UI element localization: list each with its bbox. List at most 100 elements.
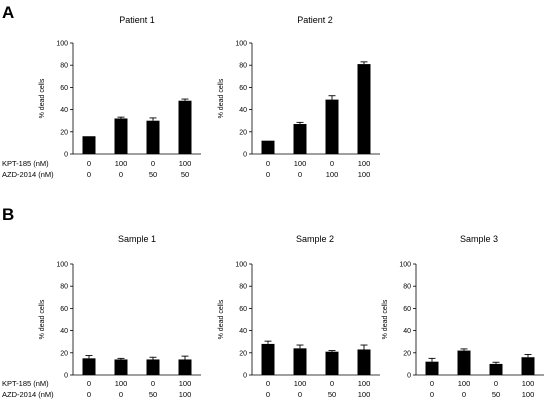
bar: [178, 359, 192, 375]
kpt-row-label: KPT-185 (nM): [2, 379, 49, 388]
bar-chart: Sample 2 % dead cells 0 20 40 60 80 100 0 0 100 0 0 5…: [218, 234, 380, 399]
azd-dose-label: 50: [328, 390, 336, 399]
azd-dose-label: 0: [87, 390, 91, 399]
azd-dose-label: 0: [462, 390, 466, 399]
bar-chart: Sample 3 % dead cells 0 20 40 60 80 100 0 0 100 0 0 5…: [382, 234, 544, 399]
kpt-dose-label: 100: [458, 379, 471, 388]
kpt-row-label: KPT-185 (nM): [2, 159, 49, 168]
y-tick-label: 100: [56, 262, 68, 269]
azd-dose-label: 50: [149, 390, 157, 399]
y-tick-label: 60: [60, 306, 68, 313]
y-tick-label: 60: [403, 306, 411, 313]
y-tick-label: 40: [60, 328, 68, 335]
y-tick-label: 0: [64, 373, 68, 380]
y-tick-label: 100: [235, 41, 247, 48]
kpt-dose-label: 0: [266, 159, 270, 168]
bar: [261, 140, 275, 154]
y-tick-label: 0: [407, 373, 411, 380]
bar: [293, 124, 307, 154]
kpt-dose-label: 0: [330, 379, 334, 388]
chart-title: Sample 3: [460, 234, 498, 244]
bar-chart: Sample 1 % dead cells 0 20 40 60 80 100 0 0 100 0 0 5…: [39, 234, 201, 399]
bar: [146, 120, 160, 154]
azd-dose-label: 0: [119, 390, 123, 399]
y-tick-label: 80: [403, 284, 411, 291]
y-axis-label: % dead cells: [39, 78, 46, 118]
bar: [357, 349, 371, 375]
azd-row-label: AZD-2014 (nM): [2, 170, 54, 179]
azd-dose-label: 100: [179, 390, 192, 399]
y-tick-label: 60: [239, 306, 247, 313]
kpt-dose-label: 100: [179, 379, 192, 388]
bar: [325, 351, 339, 375]
bar-chart: Patient 1 % dead cells 0 20 40 60 80 100 0 0 100 0 0…: [39, 15, 201, 179]
y-tick-label: 80: [60, 63, 68, 70]
azd-dose-label: 0: [298, 390, 302, 399]
azd-dose-label: 0: [87, 170, 91, 179]
azd-dose-label: 100: [358, 390, 371, 399]
kpt-dose-label: 100: [115, 159, 128, 168]
azd-dose-label: 0: [430, 390, 434, 399]
kpt-dose-label: 100: [294, 159, 307, 168]
kpt-dose-label: 100: [358, 159, 371, 168]
kpt-dose-label: 0: [151, 379, 155, 388]
bar: [114, 359, 128, 375]
azd-dose-label: 50: [149, 170, 157, 179]
bar: [261, 343, 275, 375]
bar: [82, 136, 96, 154]
bar: [114, 118, 128, 154]
bar: [521, 357, 535, 375]
kpt-dose-label: 0: [151, 159, 155, 168]
azd-row-label: AZD-2014 (nM): [2, 390, 54, 399]
chart-title: Sample 1: [118, 234, 156, 244]
y-tick-label: 40: [239, 107, 247, 114]
y-tick-label: 60: [239, 85, 247, 92]
y-axis-label: % dead cells: [218, 78, 225, 118]
kpt-dose-label: 100: [179, 159, 192, 168]
bar: [425, 361, 439, 375]
kpt-dose-label: 0: [87, 379, 91, 388]
kpt-dose-label: 0: [87, 159, 91, 168]
y-tick-label: 100: [56, 41, 68, 48]
bar: [357, 64, 371, 154]
azd-dose-label: 0: [119, 170, 123, 179]
kpt-dose-label: 0: [430, 379, 434, 388]
azd-dose-label: 0: [266, 170, 270, 179]
bar: [146, 359, 160, 375]
panel-label-b: B: [2, 205, 14, 224]
y-tick-label: 80: [239, 63, 247, 70]
azd-dose-label: 0: [298, 170, 302, 179]
azd-dose-label: 0: [266, 390, 270, 399]
y-tick-label: 40: [60, 107, 68, 114]
y-tick-label: 20: [403, 350, 411, 357]
y-tick-label: 100: [399, 262, 411, 269]
kpt-dose-label: 0: [266, 379, 270, 388]
y-tick-label: 20: [60, 129, 68, 136]
azd-dose-label: 50: [492, 390, 500, 399]
panel-label-a: A: [2, 3, 14, 22]
chart-title: Patient 1: [119, 15, 155, 25]
chart-title: Sample 2: [296, 234, 334, 244]
kpt-dose-label: 100: [358, 379, 371, 388]
kpt-dose-label: 100: [294, 379, 307, 388]
bar: [178, 100, 192, 154]
y-tick-label: 20: [60, 350, 68, 357]
bar: [82, 358, 96, 375]
kpt-dose-label: 100: [522, 379, 535, 388]
y-tick-label: 40: [403, 328, 411, 335]
kpt-dose-label: 100: [115, 379, 128, 388]
y-tick-label: 20: [239, 129, 247, 136]
y-tick-label: 0: [243, 152, 247, 159]
bar: [457, 350, 471, 375]
y-tick-label: 60: [60, 85, 68, 92]
y-axis-label: % dead cells: [382, 299, 389, 339]
chart-title: Patient 2: [297, 15, 333, 25]
azd-dose-label: 100: [358, 170, 371, 179]
y-tick-label: 20: [239, 350, 247, 357]
azd-dose-label: 100: [522, 390, 535, 399]
charts-group: Patient 1 % dead cells 0 20 40 60 80 100 0 0 100 0 0…: [39, 15, 544, 399]
kpt-dose-label: 0: [494, 379, 498, 388]
y-tick-label: 0: [64, 152, 68, 159]
y-tick-label: 80: [239, 284, 247, 291]
